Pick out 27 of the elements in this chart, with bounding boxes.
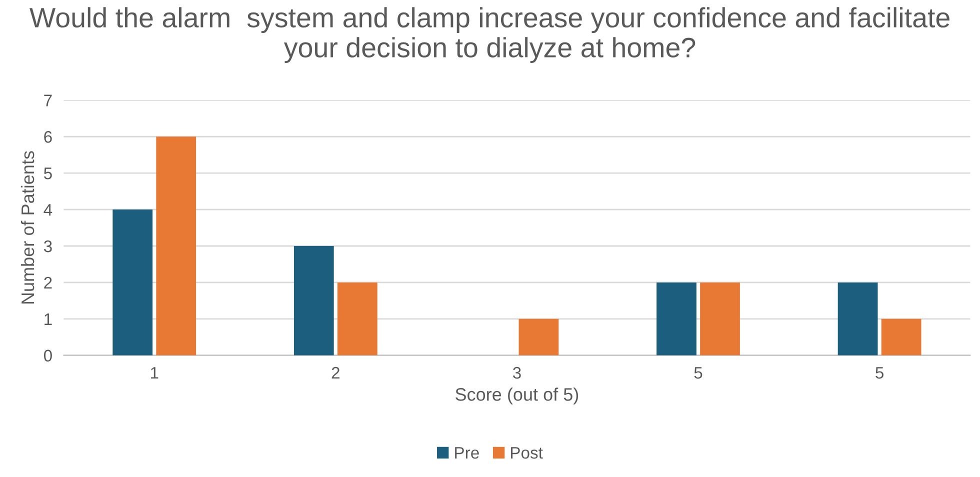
x-tick-label: 1 [150,367,158,379]
y-tick-label: 1 [44,313,52,325]
bar [518,318,559,356]
bar [881,318,922,356]
x-tick-label: 5 [876,367,884,379]
y-tick-label: 0 [44,350,52,362]
x-tick-label: 3 [512,366,521,379]
y-tick-label: 2 [44,276,52,288]
legend-label: Post [510,447,543,459]
bar [700,282,740,356]
y-tick-label: 3 [44,240,52,252]
y-tick-label: 6 [44,131,52,143]
bar [156,136,196,356]
y-tick-label: 7 [44,94,52,106]
bar [838,282,878,356]
x-axis-title: Score (out of 5) [456,388,578,404]
bar [337,282,378,356]
x-tick-label: 2 [332,366,340,379]
y-tick-label: 5 [44,168,52,180]
y-axis-title: Number of Patients [20,151,34,304]
bar [656,282,696,356]
chart-title: Would the alarm system and clamp increase your confidence and facilitate your decision to dialyze at home? [30,7,950,63]
bar [294,246,334,356]
bar [112,210,153,356]
y-tick-label: 4 [44,204,52,216]
x-tick-label: 5 [694,367,702,379]
legend-label: Pre [455,447,479,459]
